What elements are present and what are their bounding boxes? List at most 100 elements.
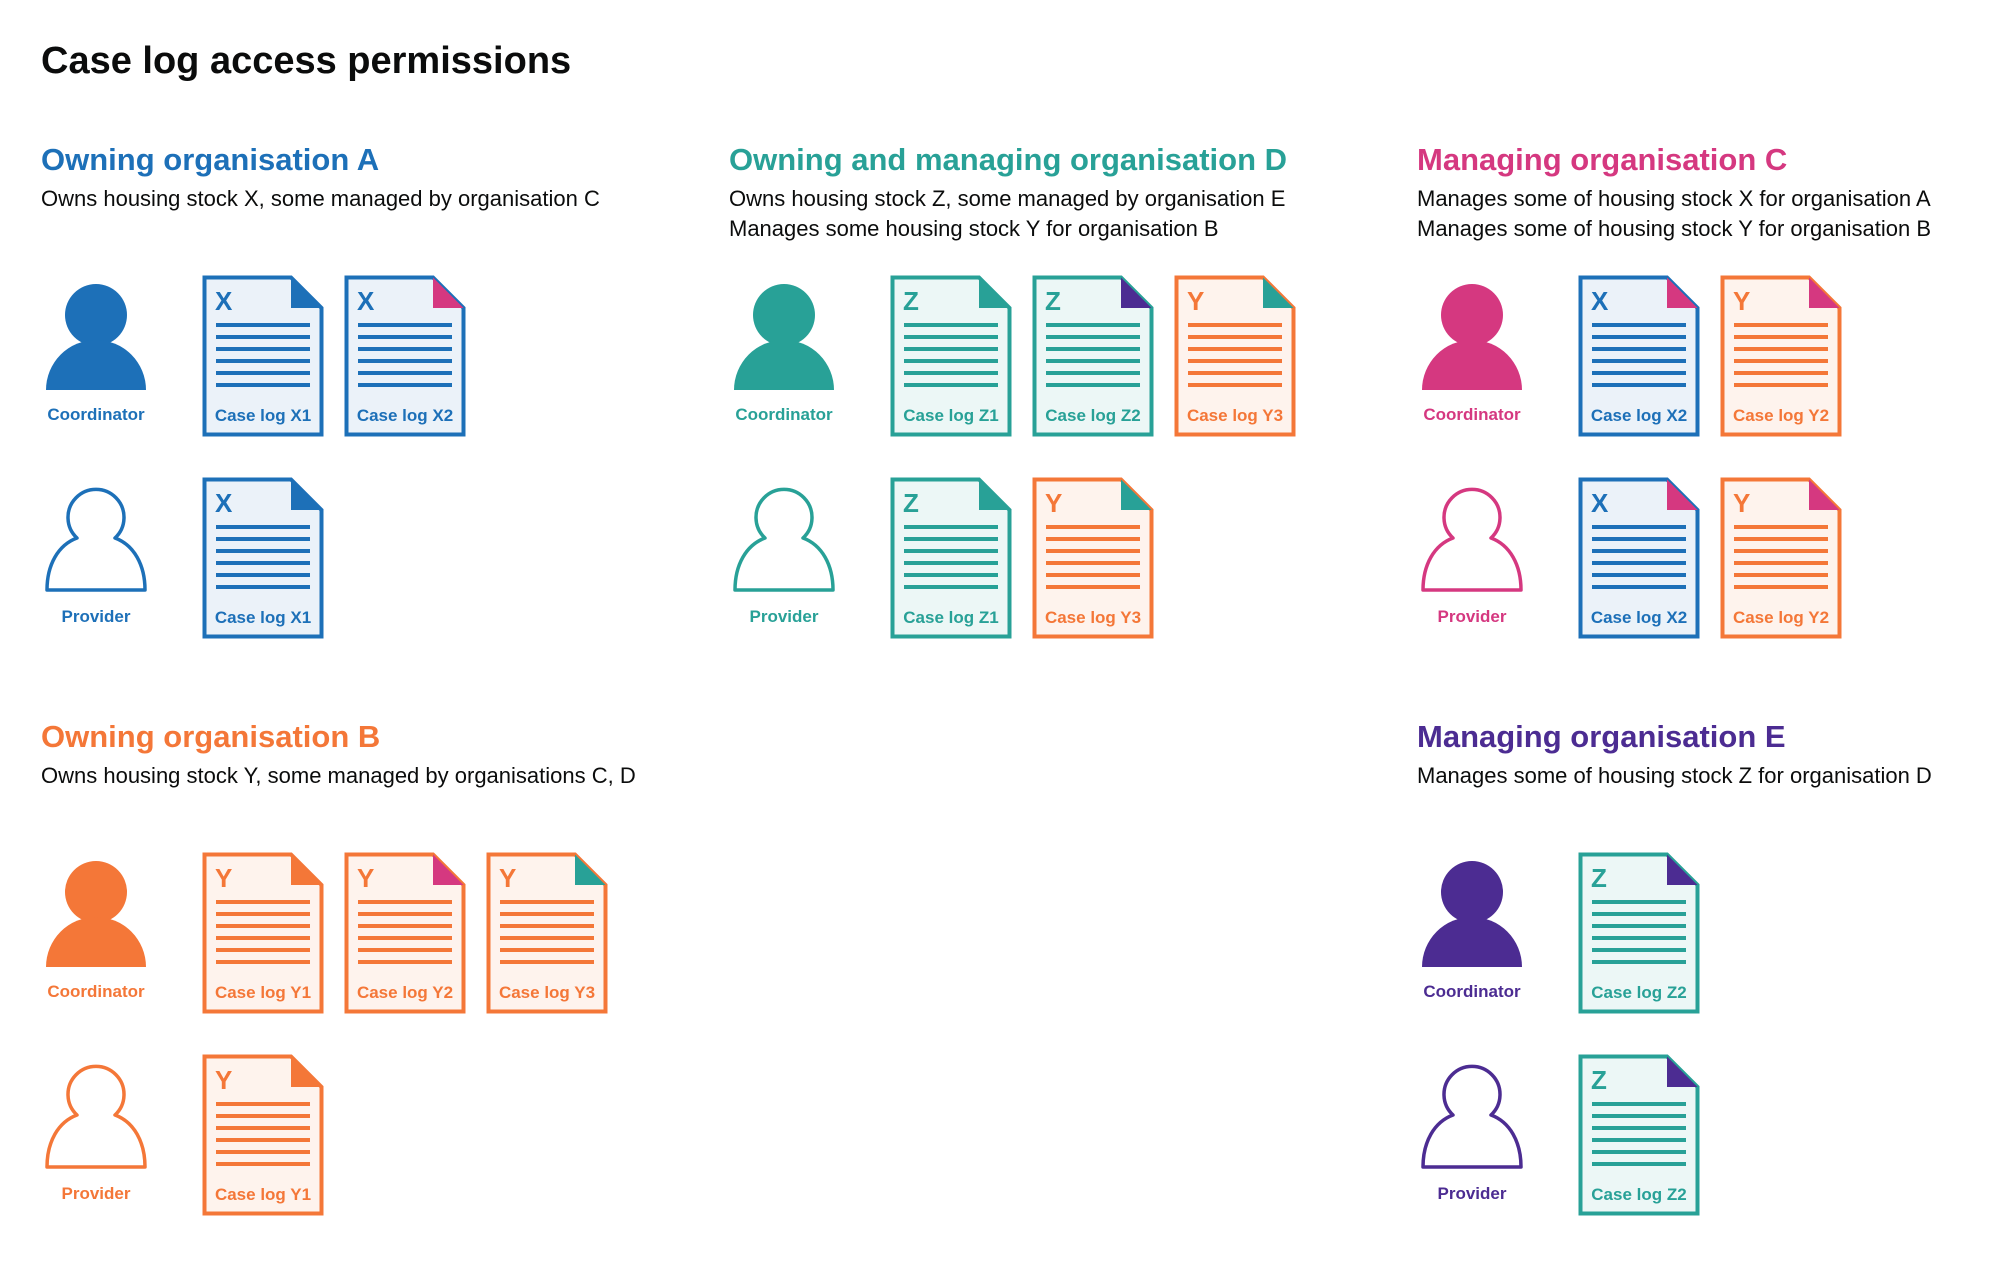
corner-fold (291, 1056, 322, 1087)
case-log-document-icon: Z Case log Z1 (890, 477, 1012, 639)
case-log-document-icon: Z Case log Z2 (1032, 275, 1154, 437)
page-title: Case log access permissions (41, 40, 572, 82)
case-log-label: Case log Y3 (1187, 406, 1283, 425)
case-log-label: Case log Z1 (903, 608, 998, 627)
stock-letter: X (215, 286, 233, 316)
case-log-document-icon: Y Case log Y1 (202, 1054, 324, 1216)
case-log-label: Case log Z2 (1591, 1185, 1686, 1204)
case-log-label: Case log Y3 (1045, 608, 1141, 627)
corner-fold (575, 854, 606, 885)
role-label: Provider (61, 1184, 131, 1203)
case-log-document-icon: Y Case log Y2 (344, 852, 466, 1014)
stock-letter: Z (903, 286, 919, 316)
corner-fold (1809, 277, 1840, 308)
organisation-panel: Managing organisation E Manages some of h… (1417, 717, 2000, 1216)
role-label: Provider (749, 607, 819, 626)
organisation-description: Owns housing stock Z, some managed by or… (729, 184, 1369, 244)
stock-letter: X (215, 488, 233, 518)
corner-fold (1667, 854, 1698, 885)
organisation-heading: Managing organisation C (1417, 142, 1788, 177)
person-filled-icon (41, 860, 151, 968)
corner-fold (433, 854, 464, 885)
role-label: Coordinator (1423, 982, 1521, 1001)
organisation-panel: Owning and managing organisation D Owns h… (729, 140, 1369, 639)
case-log-label: Case log Z2 (1591, 983, 1686, 1002)
case-log-document-icon: Z Case log Z1 (890, 275, 1012, 437)
corner-fold (433, 277, 464, 308)
case-log-document-icon: X Case log X2 (1578, 275, 1700, 437)
case-log-document-icon: X Case log X2 (344, 275, 466, 437)
case-log-document-icon: Y Case log Y1 (202, 852, 324, 1014)
description-line: Owns housing stock Z, some managed by or… (729, 186, 1286, 211)
role-provider: Provider (41, 485, 151, 627)
description-line: Manages some of housing stock Y for orga… (1417, 216, 1932, 241)
case-log-document-icon: Y Case log Y3 (486, 852, 608, 1014)
role-provider: Provider (1417, 1062, 1527, 1204)
role-coordinator: Coordinator (1417, 283, 1527, 425)
role-coordinator: Coordinator (729, 283, 839, 425)
person-filled-icon (1417, 283, 1527, 391)
case-log-document-icon: Y Case log Y2 (1720, 275, 1842, 437)
stock-letter: X (1591, 286, 1609, 316)
person-outline-icon (1417, 485, 1527, 593)
case-log-label: Case log X1 (215, 608, 311, 627)
organisation-description: Manages some of housing stock X for orga… (1417, 184, 2000, 244)
case-log-label: Case log X2 (1591, 608, 1687, 627)
case-log-label: Case log Y2 (1733, 608, 1829, 627)
case-log-document-icon: Z Case log Z2 (1578, 1054, 1700, 1216)
case-log-document-icon: Y Case log Y3 (1032, 477, 1154, 639)
corner-fold (1667, 1056, 1698, 1087)
corner-fold (1667, 479, 1698, 510)
corner-fold (1667, 277, 1698, 308)
stock-letter: X (1591, 488, 1609, 518)
stock-letter: Y (499, 863, 516, 893)
stock-letter: Y (1045, 488, 1062, 518)
description-line: Manages some of housing stock X for orga… (1417, 186, 1931, 211)
case-log-document-icon: X Case log X1 (202, 275, 324, 437)
role-label: Provider (1437, 1184, 1507, 1203)
role-label: Coordinator (47, 405, 145, 424)
person-filled-icon (1417, 860, 1527, 968)
case-log-label: Case log Y3 (499, 983, 595, 1002)
case-log-label: Case log Y2 (357, 983, 453, 1002)
description-line: Owns housing stock Y, some managed by or… (41, 763, 636, 788)
stock-letter: Y (357, 863, 374, 893)
organisation-heading: Managing organisation E (1417, 719, 1786, 754)
stock-letter: Z (903, 488, 919, 518)
person-outline-icon (1417, 1062, 1527, 1170)
organisation-panel: Owning organisation A Owns housing stock … (41, 140, 681, 639)
person-outline-icon (729, 485, 839, 593)
corner-fold (1121, 277, 1152, 308)
role-label: Coordinator (1423, 405, 1521, 424)
stock-letter: Z (1591, 863, 1607, 893)
stock-letter: Y (1187, 286, 1204, 316)
case-log-document-icon: X Case log X1 (202, 477, 324, 639)
organisation-heading: Owning organisation A (41, 142, 380, 177)
role-coordinator: Coordinator (41, 283, 151, 425)
case-log-label: Case log Y1 (215, 1185, 311, 1204)
corner-fold (1809, 479, 1840, 510)
role-coordinator: Coordinator (1417, 860, 1527, 1002)
person-filled-icon (729, 283, 839, 391)
case-log-label: Case log X1 (215, 406, 311, 425)
organisation-heading: Owning organisation B (41, 719, 381, 754)
case-log-label: Case log X2 (1591, 406, 1687, 425)
role-label: Provider (61, 607, 131, 626)
corner-fold (979, 479, 1010, 510)
case-log-document-icon: Y Case log Y2 (1720, 477, 1842, 639)
case-log-label: Case log Z1 (903, 406, 998, 425)
corner-fold (291, 479, 322, 510)
case-log-label: Case log X2 (357, 406, 453, 425)
stock-letter: Y (215, 1065, 232, 1095)
corner-fold (1263, 277, 1294, 308)
corner-fold (291, 277, 322, 308)
role-label: Provider (1437, 607, 1507, 626)
corner-fold (979, 277, 1010, 308)
stock-letter: X (357, 286, 375, 316)
stock-letter: Z (1045, 286, 1061, 316)
role-coordinator: Coordinator (41, 860, 151, 1002)
corner-fold (1121, 479, 1152, 510)
stock-letter: Y (215, 863, 232, 893)
person-filled-icon (41, 283, 151, 391)
case-log-label: Case log Z2 (1045, 406, 1140, 425)
